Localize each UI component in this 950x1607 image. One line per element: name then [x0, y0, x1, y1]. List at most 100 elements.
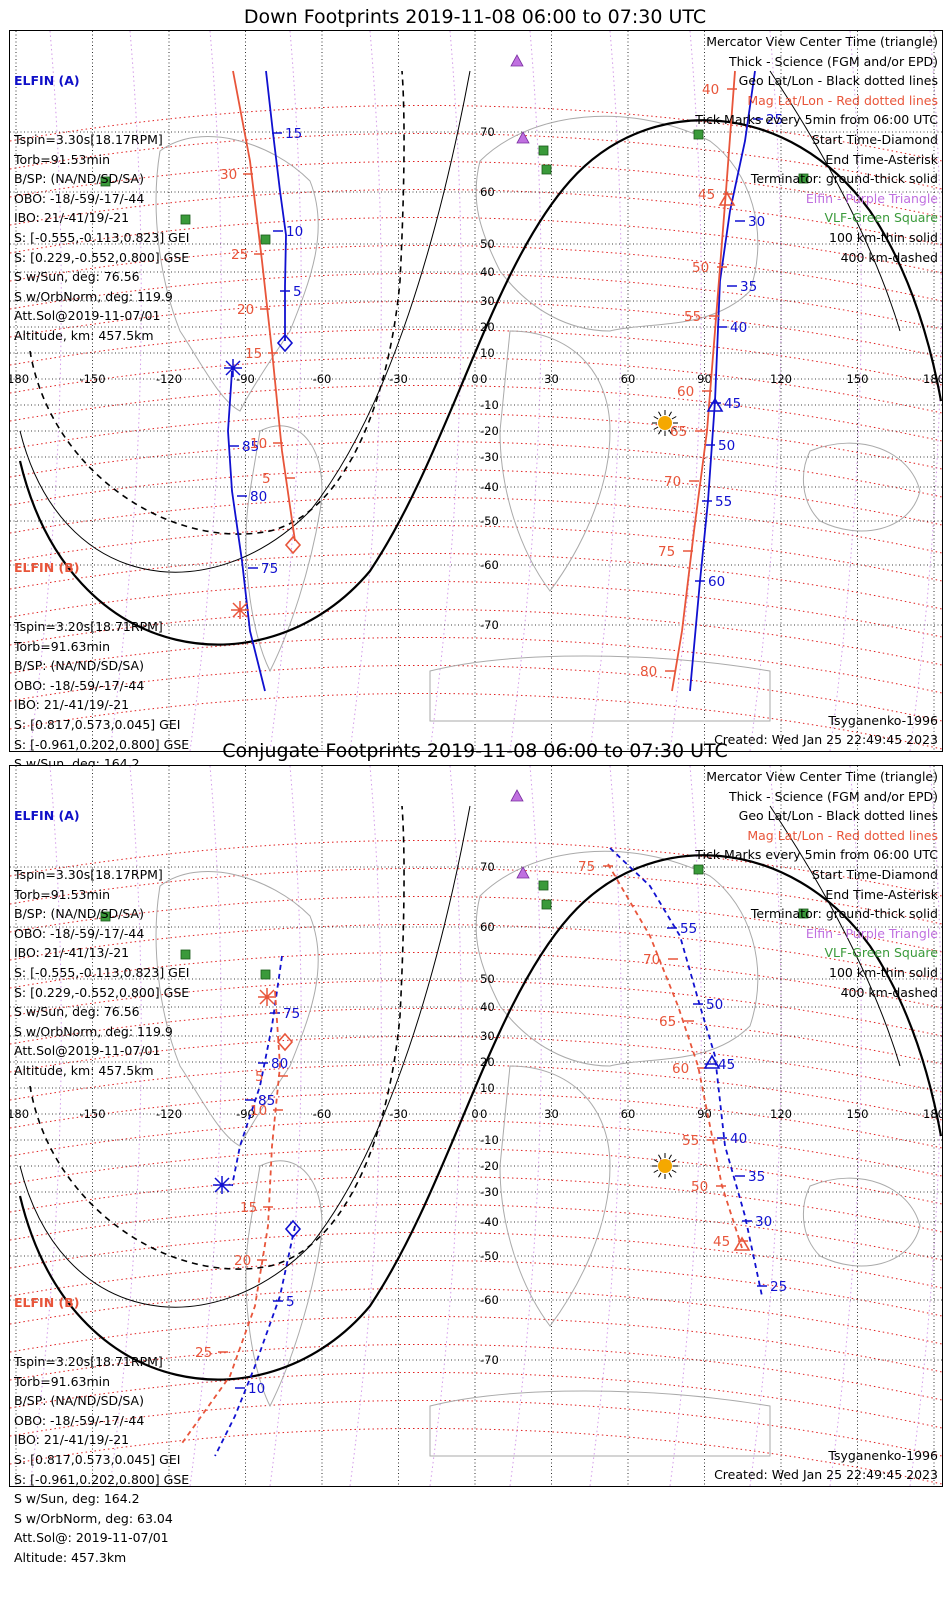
- param-line: S w/OrbNorm, deg: 119.9: [14, 288, 173, 304]
- param-line: S w/OrbNorm, deg: 63.04: [14, 1510, 173, 1526]
- mag-lat-line: [10, 356, 942, 414]
- param-line: IBO: 21/-41/13/-21: [14, 945, 130, 961]
- param-line: B/SP: (NA/ND/SD/SA): [14, 906, 144, 922]
- land-outline: [475, 850, 759, 1067]
- elfin-b-tick-label: 70: [664, 474, 681, 490]
- legend-entry: 400 km-dashed: [840, 984, 938, 1000]
- footer-right: Tsyganenko-1996 Created: Wed Jan 25 22:4…: [714, 711, 938, 749]
- mag-lat-line: [10, 664, 942, 722]
- legend-entry: Tick Marks every 5min from 06:00 UTC: [695, 112, 938, 128]
- param-line: Att.Sol@: 2019-11-07/01: [14, 1530, 169, 1546]
- mag-lat-line: [10, 300, 942, 358]
- elfin-purple-triangle: [516, 131, 530, 144]
- mag-lon-line: [509, 31, 542, 751]
- legend-entry: Mercator View Center Time (triangle): [706, 34, 938, 49]
- mag-lat-line: [10, 1259, 942, 1317]
- lon-tick-label: 60: [621, 1107, 636, 1121]
- param-line: Torb=91.63min: [14, 1373, 111, 1389]
- elfin-b-tick-label: 10: [250, 436, 267, 452]
- sun-icon: [652, 1153, 678, 1179]
- land-outline: [802, 442, 921, 532]
- lat-tick-label: 10: [480, 1081, 495, 1095]
- elfin-b-tick-label: 55: [684, 309, 701, 325]
- elfin-a-tick-label: 15: [285, 126, 302, 142]
- elfin-b-label: ELFIN (B): [14, 560, 80, 576]
- land-outline: [155, 136, 319, 412]
- elfin-b-tick-label: 60: [677, 384, 694, 400]
- elfin-a-tick-label: 30: [755, 1214, 772, 1230]
- created-timestamp: Created: Wed Jan 25 22:49:45 2023: [714, 1467, 938, 1482]
- elfin-a-tick-label: 75: [283, 1006, 300, 1022]
- vlf-green-square: [541, 164, 552, 175]
- model-name: Tsyganenko-1996: [828, 1448, 938, 1463]
- param-line: IBO: 21/-41/19/-21: [14, 1432, 130, 1448]
- mag-lat-line: [10, 923, 942, 981]
- elfin-b-tick-label: 60: [672, 1061, 689, 1077]
- legend-entry: Mag Lat/Lon - Red dotted lines: [747, 92, 938, 108]
- lon-tick-label: -30: [389, 1107, 408, 1121]
- elfin-a-tick-label: 85: [242, 439, 259, 455]
- legend-entry: Mag Lat/Lon - Red dotted lines: [747, 827, 938, 843]
- lat-tick-label: -50: [480, 1249, 499, 1263]
- map-panel-conjugate[interactable]: -180-150-120-90-60-300306090120150180706…: [9, 765, 943, 1565]
- start-diamond: [284, 535, 302, 555]
- vlf-green-square: [798, 173, 809, 184]
- elfin-b-tick-label: 65: [670, 424, 687, 440]
- map-canvas-down[interactable]: -180-150-120-90-60-300306090120150180706…: [10, 31, 942, 751]
- legend: Mercator View Center Time (triangle) Thic…: [695, 767, 938, 1002]
- lat-tick-label: -20: [480, 1159, 499, 1173]
- lon-tick-label: 60: [621, 372, 636, 386]
- lat-tick-label: 50: [480, 972, 495, 986]
- mag-lat-line: [10, 1287, 942, 1345]
- lon-tick-label: 120: [770, 1107, 792, 1121]
- mag-lon-line: [829, 766, 862, 1486]
- mag-lat-line: [10, 104, 942, 162]
- lat-tick-label: -30: [480, 450, 499, 464]
- mag-lat-line: [10, 1175, 942, 1233]
- mag-lat-line: [10, 412, 942, 470]
- elfin-b-tick-label: 15: [245, 346, 262, 362]
- lon-tick-label: 90: [697, 1107, 712, 1121]
- legend-entry: Terminator: ground-thick solid: [750, 171, 938, 187]
- lat-tick-label: -40: [480, 480, 499, 494]
- map-panel-down[interactable]: -180-150-120-90-60-300306090120150180706…: [9, 30, 943, 830]
- center-triangle: [718, 191, 736, 206]
- legend-entry: Geo Lat/Lon - Black dotted lines: [738, 808, 938, 824]
- mag-lat-line: [10, 384, 942, 442]
- param-line: S: [0.817,0.573,0.045] GEI: [14, 716, 181, 732]
- mag-lon-line: [589, 766, 622, 1486]
- lat-tick-label: 40: [480, 1000, 495, 1014]
- param-line: S: [0.229,-0.552,0.800] GSE: [14, 984, 190, 1000]
- elfin-b-track: [179, 990, 281, 1447]
- legend-entry: 100 km-thin solid: [829, 964, 938, 980]
- elfin-a-params: Tspin=3.30s[18.17RPM] Torb=91.53min B/SP: …: [14, 865, 189, 1081]
- elfin-b-tick-label: 75: [658, 544, 675, 560]
- lat-tick-label: -40: [480, 1215, 499, 1229]
- mag-lat-line: [10, 608, 942, 666]
- lon-tick-label: -30: [389, 372, 408, 386]
- end-asterisk: [231, 601, 249, 619]
- lat-tick-label: -70: [480, 1353, 499, 1367]
- mag-lat-line: [10, 160, 942, 218]
- param-line: Torb=91.63min: [14, 638, 111, 654]
- elfin-a-track: [214, 1225, 296, 1457]
- end-asterisk: [258, 988, 276, 1006]
- mag-lon-line: [349, 766, 382, 1486]
- vlf-green-square: [538, 880, 549, 891]
- lon-tick-label: -90: [236, 372, 255, 386]
- lat-tick-label: 70: [480, 125, 495, 139]
- param-line: IBO: 21/-41/19/-21: [14, 697, 130, 713]
- lon-tick-label: -150: [79, 372, 105, 386]
- elfin-b-track: [232, 70, 296, 542]
- map-canvas-conjugate[interactable]: -180-150-120-90-60-300306090120150180706…: [10, 766, 942, 1486]
- elfin-b-label: ELFIN (B): [14, 1295, 80, 1311]
- elfin-a-tick-label: 35: [740, 279, 757, 295]
- param-line: OBO: -18/-59/-17/-44: [14, 190, 145, 206]
- param-line: Att.Sol@2019-11-07/01: [14, 1043, 161, 1059]
- elfin-a-tick-label: 80: [250, 489, 267, 505]
- lon-tick-label: -60: [313, 1107, 332, 1121]
- legend-entry: Elfin - Purple Triangle: [805, 925, 938, 941]
- elfin-a-info: ELFIN (A) Tspin=3.30s[18.17RPM] Torb=91.5…: [14, 767, 189, 1120]
- terminator-line: [18, 119, 942, 646]
- param-line: Altitude, km: 457.5km: [14, 327, 154, 343]
